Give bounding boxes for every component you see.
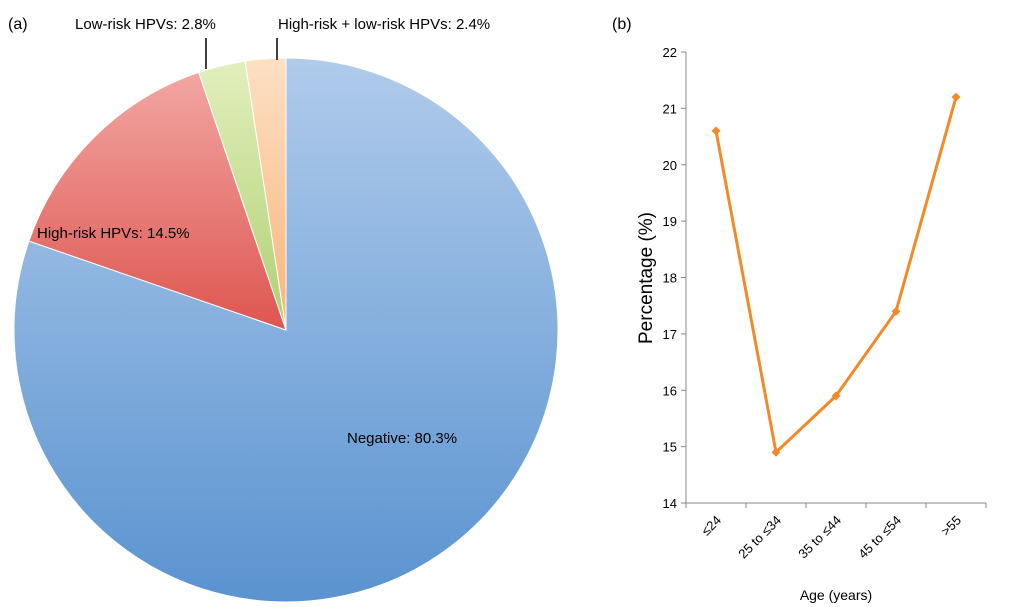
data-points (711, 92, 961, 457)
y-ticks: 14 15 16 17 18 19 20 21 22 (663, 45, 686, 511)
y-tick-label: 22 (663, 45, 677, 60)
y-tick-label: 17 (663, 327, 677, 342)
data-point (831, 391, 841, 401)
pie-slice-high-risk (28, 71, 287, 331)
data-point (711, 126, 721, 136)
x-tick-label: 45 to ≤54 (855, 513, 904, 562)
pie-slice-combined (244, 57, 287, 331)
slice-label-low-risk: Low-risk HPVs: 2.8% (75, 16, 216, 33)
x-tick-label: >55 (938, 513, 964, 539)
data-point (891, 306, 901, 316)
y-tick-label: 20 (663, 158, 677, 173)
y-tick-label: 21 (663, 101, 677, 116)
y-tick-label: 18 (663, 271, 677, 286)
line-chart: (b) 14 15 16 17 18 19 20 21 22 ≤24 25 to ≤34 35 to… (612, 16, 987, 603)
x-tick-label: 25 to ≤34 (735, 513, 784, 562)
y-axis-label: Percentage (%) (636, 212, 657, 344)
y-tick-label: 14 (663, 496, 677, 511)
pie-chart: (a) Low-risk HPVs: 2.8% High-risk + low-… (8, 16, 559, 603)
x-tick-label: ≤24 (698, 513, 724, 539)
x-ticks: ≤24 25 to ≤34 35 to ≤44 45 to ≤54 >55 (685, 503, 987, 562)
panel-label-a: (a) (8, 16, 28, 33)
y-tick-label: 16 (663, 383, 677, 398)
pie-slices (13, 57, 559, 603)
data-point (771, 447, 781, 457)
y-tick-label: 19 (663, 214, 677, 229)
data-point (951, 92, 961, 102)
panel-label-b: (b) (612, 16, 632, 33)
slice-label-negative: Negative: 80.3% (347, 430, 457, 447)
x-tick-label: 35 to ≤44 (795, 513, 844, 562)
slice-label-high-risk: High-risk HPVs: 14.5% (37, 225, 190, 242)
y-tick-label: 15 (663, 440, 677, 455)
slice-label-combined: High-risk + low-risk HPVs: 2.4% (278, 16, 490, 33)
x-axis-label: Age (years) (800, 587, 872, 603)
